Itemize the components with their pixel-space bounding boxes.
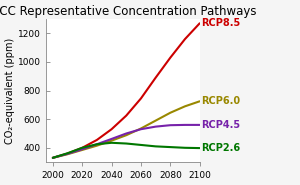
Text: RCP2.6: RCP2.6 xyxy=(201,143,240,153)
Text: RCP8.5: RCP8.5 xyxy=(201,18,240,28)
Title: IPCC Representative Concentration Pathways: IPCC Representative Concentration Pathwa… xyxy=(0,5,256,18)
Text: RCP6.0: RCP6.0 xyxy=(201,96,240,106)
Text: RCP4.5: RCP4.5 xyxy=(201,120,240,130)
Y-axis label: CO₂-equivalent (ppm): CO₂-equivalent (ppm) xyxy=(5,37,15,144)
